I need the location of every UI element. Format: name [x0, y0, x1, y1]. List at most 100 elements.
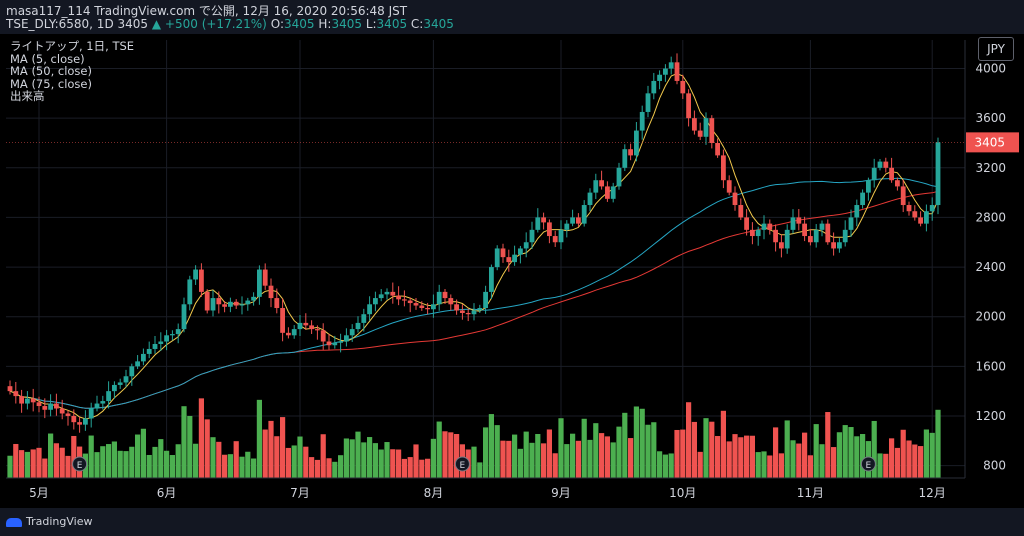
candle-body	[228, 301, 233, 307]
currency-button[interactable]: JPY	[978, 37, 1014, 61]
candle-body	[187, 279, 193, 305]
volume-bar	[860, 434, 866, 478]
candle-body	[233, 301, 239, 306]
volume-bar	[268, 420, 274, 478]
earnings-marker	[454, 456, 470, 472]
candle-body	[494, 248, 500, 268]
candle-body	[726, 180, 732, 193]
volume-bar	[616, 426, 622, 478]
candle-body	[239, 304, 245, 306]
volume-bar	[129, 446, 135, 478]
volume-bar	[651, 422, 657, 478]
candle-body	[651, 80, 657, 94]
candle-body	[442, 291, 448, 299]
volume-bar	[326, 458, 332, 478]
volume-bar	[204, 419, 210, 478]
volume-bar	[193, 443, 199, 478]
candle-body	[860, 192, 865, 206]
volume-bar	[140, 428, 146, 478]
candle-body	[935, 142, 941, 206]
candle-body	[709, 118, 715, 143]
volume-bar	[262, 429, 268, 478]
volume-bar	[529, 442, 535, 478]
volume-bar	[111, 441, 117, 478]
volume-bar	[488, 414, 494, 478]
volume-bar	[175, 444, 181, 478]
candle-body	[895, 180, 900, 187]
candle-body	[454, 304, 459, 311]
candle-body	[842, 229, 848, 243]
legend-ma5: MA (5, close)	[10, 51, 85, 66]
brand-label: TradingView	[26, 515, 93, 528]
high-value: 3405	[331, 17, 362, 31]
candle-body	[692, 118, 697, 131]
volume-bar	[668, 453, 674, 478]
candle-body	[819, 223, 825, 230]
volume-bar	[245, 451, 251, 478]
volume-bar	[442, 431, 448, 478]
candle-body	[361, 314, 367, 323]
candle-body	[30, 398, 36, 403]
volume-bar	[106, 444, 112, 478]
volume-bar	[703, 418, 709, 478]
volume-bar	[483, 427, 489, 478]
candle-body	[465, 312, 471, 315]
candle-body	[483, 291, 488, 309]
symbol-info-line: TSE_DLY:6580, 1D 3405 ▲ +500 (+17.21%) O…	[6, 17, 454, 31]
candle-body	[280, 308, 285, 333]
candle-body	[616, 167, 622, 187]
volume-bar	[894, 447, 900, 478]
volume-bar	[662, 454, 668, 478]
volume-bar	[923, 429, 929, 478]
volume-bar	[390, 449, 396, 478]
candle-body	[181, 304, 187, 330]
candle-body	[500, 248, 506, 258]
candle-body	[7, 386, 13, 392]
candle-body	[587, 192, 593, 206]
volume-bar	[343, 438, 349, 478]
volume-bar	[448, 432, 454, 478]
volume-bar	[13, 443, 19, 478]
candle-body	[222, 304, 227, 307]
open-label: O:	[270, 17, 284, 31]
volume-bar	[349, 439, 355, 478]
legend-volume: 出来高	[10, 89, 45, 103]
volume-bar	[778, 453, 784, 478]
candle-body	[48, 403, 53, 410]
candle-body	[877, 161, 883, 168]
candle-body	[918, 217, 923, 224]
volume-bar	[24, 451, 30, 478]
volume-bar	[581, 418, 587, 478]
candle-body	[558, 229, 564, 243]
x-tick-label: 6月	[157, 486, 177, 500]
volume-bar	[320, 434, 326, 478]
price-chart[interactable]: 800 1200 1600 2000 2400 2800 3200 3600 4000 3405 5…	[0, 34, 1024, 508]
y-tick-label: 1600	[975, 359, 1006, 373]
low-value: 3405	[376, 17, 408, 31]
candle-body	[541, 217, 546, 223]
volume-bar	[425, 458, 431, 478]
volume-bar	[210, 437, 216, 478]
volume-bar	[929, 432, 935, 478]
candle-body	[599, 180, 604, 187]
volume-bar	[454, 433, 460, 478]
candle-body	[378, 294, 384, 299]
earnings-marker-label: E	[866, 461, 872, 471]
candle-body	[552, 236, 558, 243]
volume-bar	[639, 408, 645, 478]
volume-bar	[222, 454, 228, 478]
volume-bar	[297, 436, 303, 478]
volume-bar	[819, 444, 825, 478]
candle-body	[802, 223, 807, 237]
publish-info: masa117_114 TradingView.com で公開, 12月 16,…	[6, 4, 408, 18]
volume-bar	[401, 458, 407, 478]
candle-body	[744, 217, 749, 230]
candle-body	[210, 298, 216, 311]
candle-body	[518, 248, 523, 255]
candle-body	[657, 74, 662, 81]
volume-bar	[500, 440, 506, 478]
volume-bar	[7, 455, 13, 478]
volume-bar	[233, 441, 239, 478]
candle-body	[257, 269, 262, 297]
candle-body	[489, 267, 494, 292]
